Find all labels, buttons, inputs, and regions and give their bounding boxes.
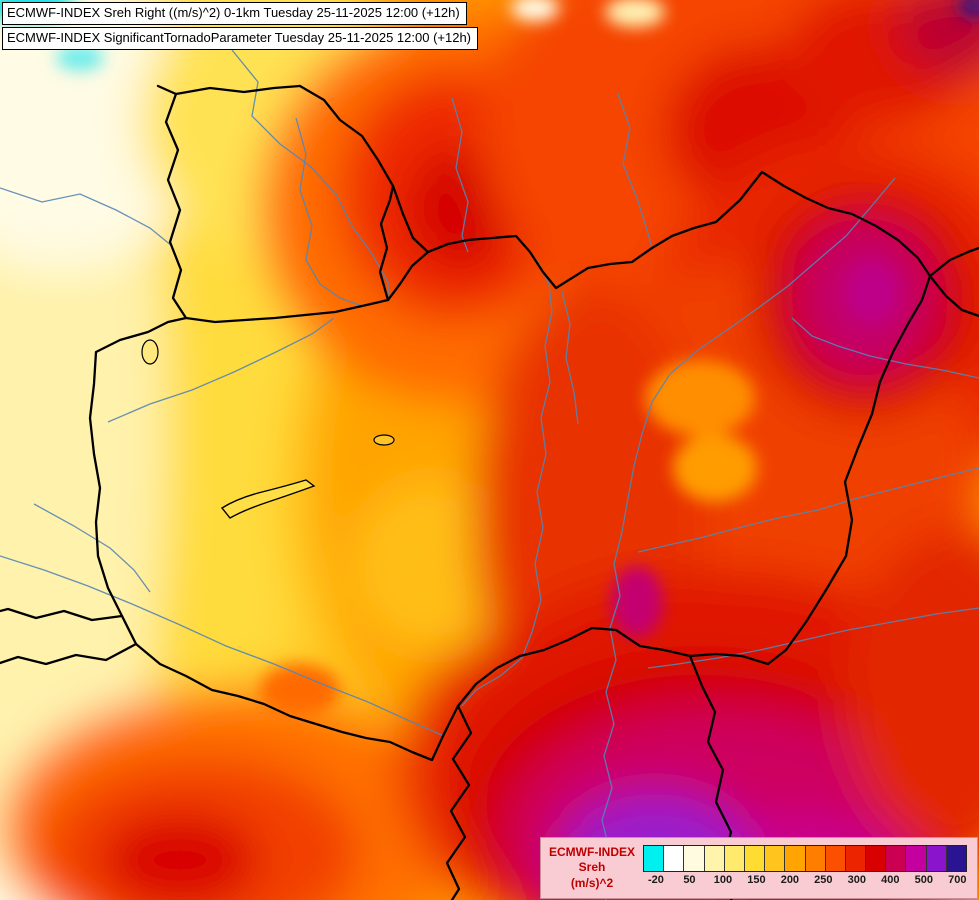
title-text-stp: ECMWF-INDEX SignificantTornadoParameter … [7, 30, 472, 45]
river-path [0, 187, 173, 247]
title-bars: ECMWF-INDEX Sreh Right ((m/s)^2) 0-1km T… [2, 2, 479, 50]
legend-tick-label: 250 [814, 874, 833, 886]
legend-color-cell [885, 846, 906, 871]
river-path [451, 97, 469, 253]
border-path [928, 246, 979, 278]
river-path [791, 317, 979, 379]
legend-tick-label: 50 [683, 874, 696, 886]
legend-tick-label: 150 [747, 874, 766, 886]
legend-color-cell [905, 846, 926, 871]
border-path [928, 274, 979, 318]
legend-label-line1: ECMWF-INDEX [549, 844, 635, 859]
lake-balaton [220, 479, 316, 519]
legend-tick-label: 100 [713, 874, 733, 886]
lake-neusiedl [141, 339, 159, 365]
border-path [378, 184, 395, 302]
river-path [637, 467, 979, 553]
river-path [617, 93, 653, 249]
border-path [164, 92, 188, 320]
legend-tick-label: 400 [881, 874, 900, 886]
tisza-river [601, 177, 896, 900]
border-path [0, 607, 124, 622]
legend-tick-label: 300 [847, 874, 867, 886]
legend-label-line2: Sreh [578, 860, 606, 875]
legend-color-cell [683, 846, 704, 871]
legend-color-cell [844, 846, 866, 871]
legend-color-cell [784, 846, 805, 871]
legend-bar-wrap: -20 50 100 150 200 250 300 400 500 700 [643, 838, 977, 898]
legend-color-cell [743, 846, 765, 871]
legend-color-cell [945, 846, 966, 871]
legend-label: ECMWF-INDEX Sreh (m/s)^2 [541, 838, 643, 898]
legend: ECMWF-INDEX Sreh (m/s)^2 -20 50 100 150 200 2… [540, 837, 978, 899]
legend-ticks: -20 50 100 150 200 250 300 400 500 700 [643, 872, 967, 889]
legend-color-cell [804, 846, 825, 871]
legend-label-line3: (m/s)^2 [570, 875, 614, 890]
legend-color-cell [723, 846, 744, 871]
danube-river [461, 239, 553, 707]
river-path [295, 117, 363, 307]
title-bar-sreh: ECMWF-INDEX Sreh Right ((m/s)^2) 0-1km T… [2, 2, 467, 25]
lakes [141, 339, 395, 519]
border-path [0, 642, 138, 666]
river-path [107, 317, 335, 423]
legend-color-bar [643, 845, 967, 872]
border-path [156, 84, 302, 96]
border-path [298, 84, 430, 254]
lake-velence [373, 434, 395, 446]
legend-tick-label: -20 [648, 874, 664, 886]
country-borders [0, 84, 979, 900]
river-path [561, 291, 579, 425]
border-path [445, 704, 473, 900]
legend-color-cell [644, 846, 664, 871]
title-bar-stp: ECMWF-INDEX SignificantTornadoParameter … [2, 27, 479, 50]
rivers [0, 49, 979, 900]
hungary-border [88, 170, 932, 762]
legend-color-cell [824, 846, 845, 871]
legend-color-cell [925, 846, 946, 871]
legend-tick-label: 200 [780, 874, 800, 886]
title-text-sreh: ECMWF-INDEX Sreh Right ((m/s)^2) 0-1km T… [7, 5, 460, 20]
legend-color-cell [663, 846, 684, 871]
river-path [33, 503, 151, 593]
river-path [0, 555, 445, 737]
contour-field-details [0, 0, 979, 716]
legend-color-cell [703, 846, 724, 871]
legend-tick-label: 500 [914, 874, 933, 886]
legend-tick-label: 700 [948, 874, 967, 886]
legend-color-cell [865, 846, 886, 871]
legend-color-cell [764, 846, 785, 871]
